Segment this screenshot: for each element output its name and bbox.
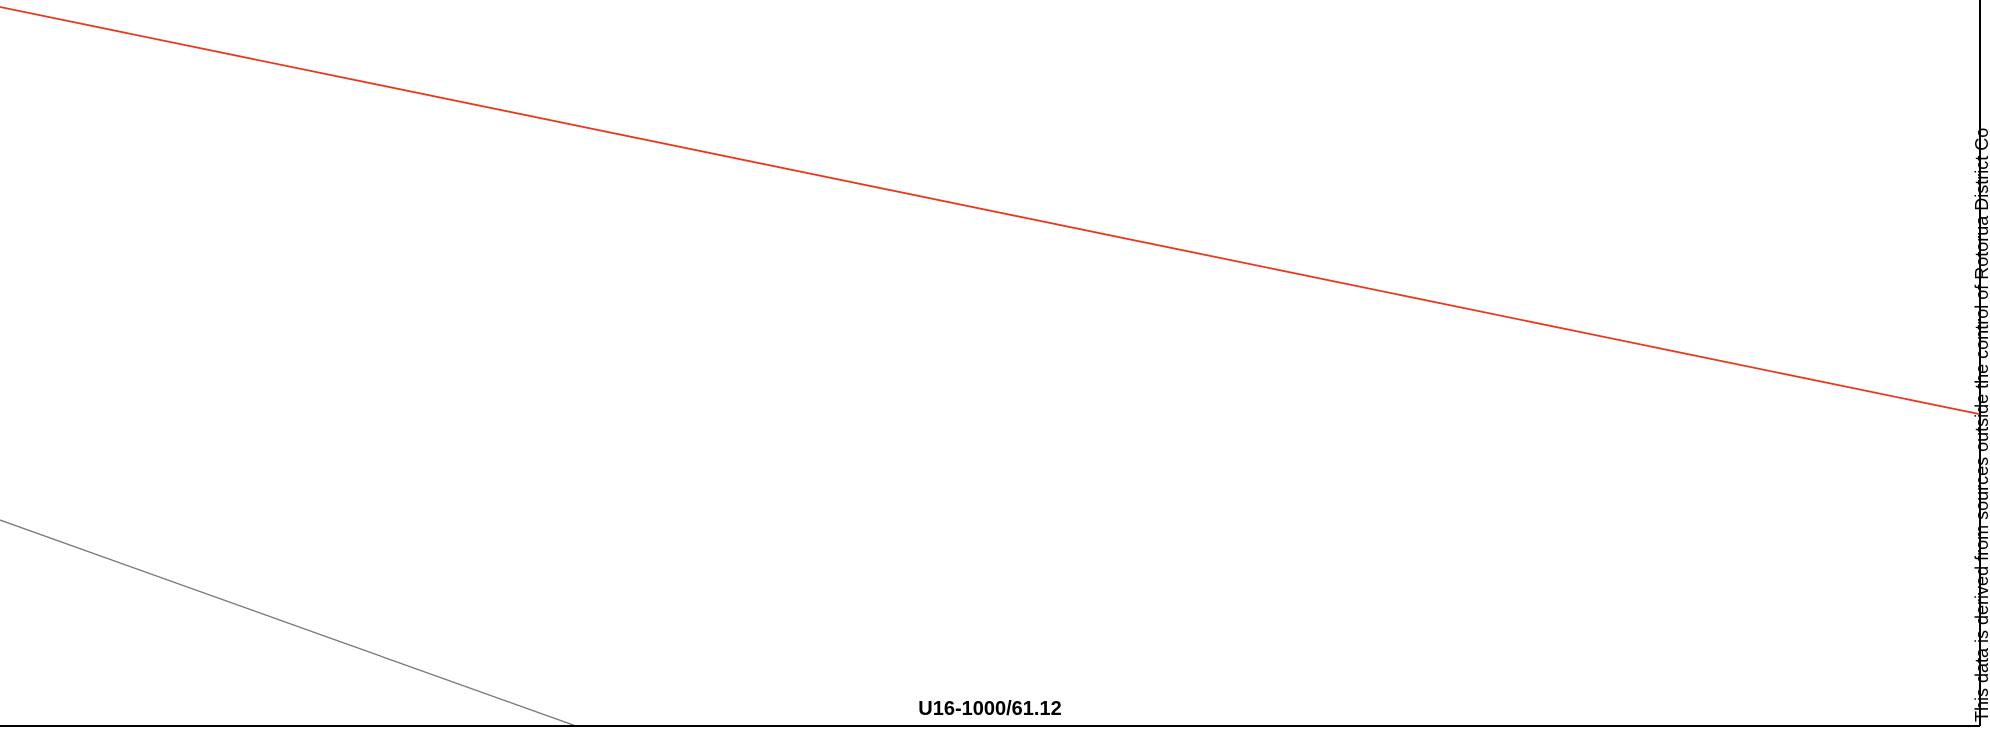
parcel-label: U16-1000/61.12 xyxy=(918,698,1061,720)
parcel-line xyxy=(0,519,577,727)
boundary-line xyxy=(0,6,1980,415)
disclaimer: This data is derived from sources outsid… xyxy=(1972,128,1990,722)
